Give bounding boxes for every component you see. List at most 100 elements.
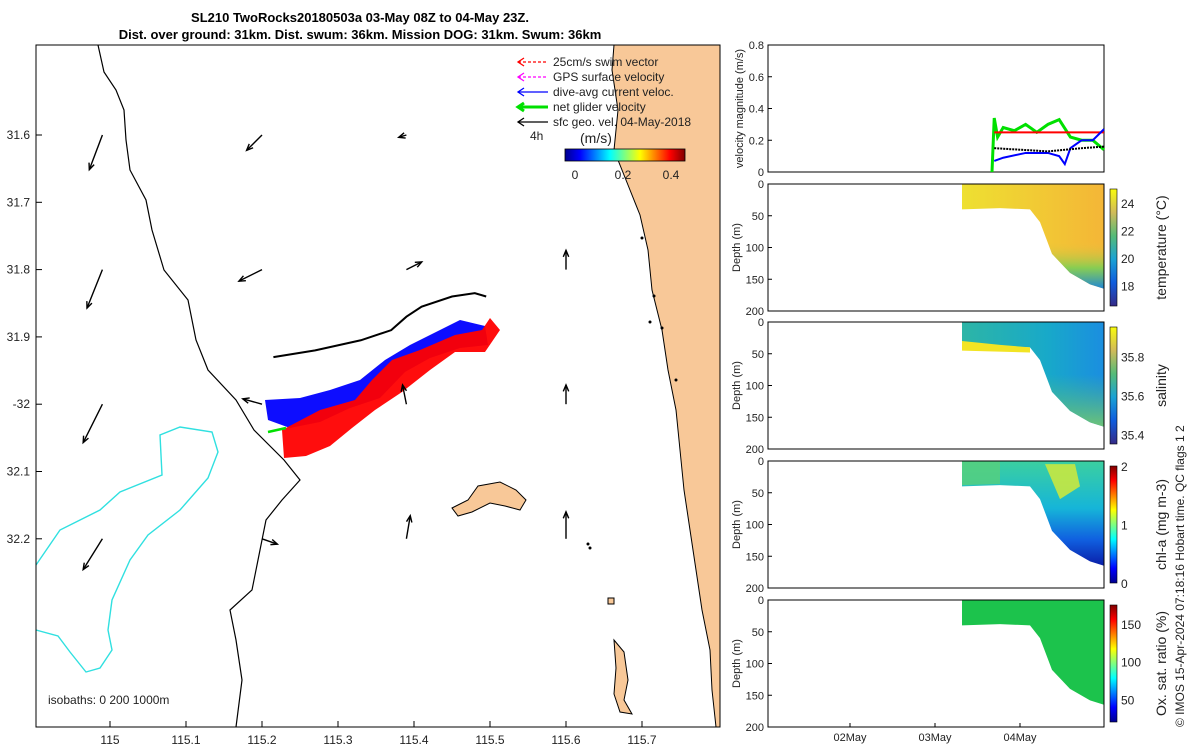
salinity-y-tick-label: 0 <box>758 317 764 329</box>
legend-arrowhead <box>516 57 525 67</box>
temperature-colorbar-tick: 18 <box>1121 279 1135 293</box>
geo-vector-head <box>562 248 570 258</box>
islet-dot <box>588 546 592 550</box>
oxygen-y-tick-label: 150 <box>746 690 764 702</box>
salinity-deep-overlay <box>962 322 1104 427</box>
oxygen-colorbar-tick: 100 <box>1121 656 1141 670</box>
chl-a-y-tick-label: 0 <box>758 456 764 468</box>
legend-label: sfc geo. vel. 04-May-2018 <box>553 115 691 129</box>
oxygen-ylabel: Depth (m) <box>731 639 743 688</box>
geo-vector-head <box>86 301 93 310</box>
isobath-legend: isobaths: 0 200 1000m <box>48 693 169 707</box>
temperature-colorbar-tick: 20 <box>1121 252 1135 266</box>
map-x-tick-label: 115 <box>100 733 119 747</box>
geo-vector-head <box>82 435 89 445</box>
geo-vector-shaft <box>401 384 408 405</box>
map-y-tick-label: 31.6 <box>7 128 31 142</box>
geo-vector-head <box>562 510 570 519</box>
chl-a-colorbar-label: chl-a (mg m-3) <box>1153 479 1169 570</box>
map-y-tick-label: 32.1 <box>7 465 31 479</box>
salinity-y-tick-label: 200 <box>746 444 764 456</box>
chl-a-y-tick-label: 50 <box>752 488 764 500</box>
chl-a-colorbar-tick: 0 <box>1121 577 1128 591</box>
chl-a-colorbar-tick: 2 <box>1121 460 1128 474</box>
colorbar-tick-label: 0 <box>572 168 579 182</box>
temperature-y-tick-label: 50 <box>752 211 764 223</box>
glider-track <box>273 292 487 359</box>
temperature-ylabel: Depth (m) <box>731 223 743 272</box>
oxygen-colorbar <box>1109 604 1118 723</box>
salinity-y-tick-label: 100 <box>746 381 764 393</box>
velocity-y-tick-label: 0 <box>758 167 764 179</box>
velocity-axes-frame <box>767 44 1105 173</box>
salinity-colorbar-label: salinity <box>1153 364 1169 407</box>
salinity-colorbar-tick: 35.6 <box>1121 389 1145 403</box>
oxygen-colorbar-label: Ox. sat. ratio (%) <box>1153 611 1169 716</box>
velocity-y-tick-label: 0.2 <box>749 135 764 147</box>
geo-vector-head <box>270 538 280 546</box>
oxygen-y-tick-label: 200 <box>746 722 764 734</box>
oxygen-y-tick-label: 100 <box>746 659 764 671</box>
legend-arrowhead <box>515 101 525 113</box>
geo-vector-head <box>400 383 408 392</box>
geo-vector-head <box>245 143 254 152</box>
legend-label: dive-avg current veloc. <box>553 85 674 99</box>
velocity-ylabel: velocity magnitude (m/s) <box>734 49 746 168</box>
geo-vector-head <box>241 397 250 404</box>
map-y-tick-label: 31.8 <box>7 263 31 277</box>
isobath-0m <box>97 44 301 728</box>
island-rottnest <box>451 481 527 517</box>
islet-dot <box>586 542 590 546</box>
date-tick-label: 03May <box>918 732 952 744</box>
chart-title-line2: Dist. over ground: 31km. Dist. swum: 36k… <box>118 27 602 42</box>
velocity-series-sfc-geo-vel <box>994 145 1105 153</box>
map-y-tick-label: 31.7 <box>7 195 31 209</box>
map-axes-frame <box>35 44 721 728</box>
legend-arrowhead <box>516 87 525 97</box>
colorbar-tick-label: 0.4 <box>663 168 680 182</box>
velocity-y-tick-label: 0.6 <box>749 72 764 84</box>
velocity-series-dive-avg-current <box>993 128 1105 167</box>
geo-vector-head <box>405 513 413 523</box>
salinity-colorbar <box>1109 326 1118 445</box>
chl-a-y-tick-label: 150 <box>746 551 764 563</box>
temperature-colorbar <box>1109 188 1118 307</box>
salinity-colorbar-tick: 35.8 <box>1121 350 1145 364</box>
date-tick-label: 02May <box>833 732 867 744</box>
salinity-y-tick-label: 50 <box>752 349 764 361</box>
net-velocity-start <box>267 426 287 434</box>
legend-label: net glider velocity <box>553 100 646 114</box>
geo-vector-head <box>88 162 95 172</box>
islet-dot <box>640 236 644 240</box>
geo-vector-shaft <box>86 269 104 309</box>
oxygen-y-tick-label: 0 <box>758 595 764 607</box>
geo-vector-shaft <box>242 398 263 405</box>
geo-vector-shaft <box>405 515 411 539</box>
legend-label: GPS surface velocity <box>553 70 664 84</box>
geo-vector-shaft <box>246 134 263 151</box>
velocity-y-tick-label: 0.8 <box>749 40 764 52</box>
islet-dot <box>652 294 656 298</box>
swim-vector-band <box>282 318 500 458</box>
temperature-colorbar-tick: 22 <box>1121 224 1135 238</box>
geo-vector-head <box>562 383 570 392</box>
map-x-tick-label: 115.2 <box>247 733 276 747</box>
islet-dot <box>660 326 664 330</box>
colorbar-label: (m/s) <box>580 130 612 146</box>
geo-vector-shaft <box>406 261 423 271</box>
chl-a-colorbar-tick: 1 <box>1121 519 1128 533</box>
islet-dot <box>648 320 652 324</box>
geo-vector-shaft <box>82 538 103 570</box>
island-garden <box>613 638 633 715</box>
geo-vector-head <box>396 132 406 139</box>
legend-arrowhead <box>516 117 525 127</box>
credit-text: © IMOS 15-Apr-2024 07:18:16 Hobart time.… <box>1173 425 1187 727</box>
chl-a-ylabel: Depth (m) <box>731 500 743 549</box>
map-x-tick-label: 115.1 <box>171 733 200 747</box>
salinity-y-tick-label: 150 <box>746 412 764 424</box>
legend-label: 25cm/s swim vector <box>553 55 658 69</box>
map-y-tick-label: 31.9 <box>7 330 31 344</box>
geo-vector-shaft <box>261 538 278 545</box>
oxygen-section-data <box>962 600 1104 705</box>
